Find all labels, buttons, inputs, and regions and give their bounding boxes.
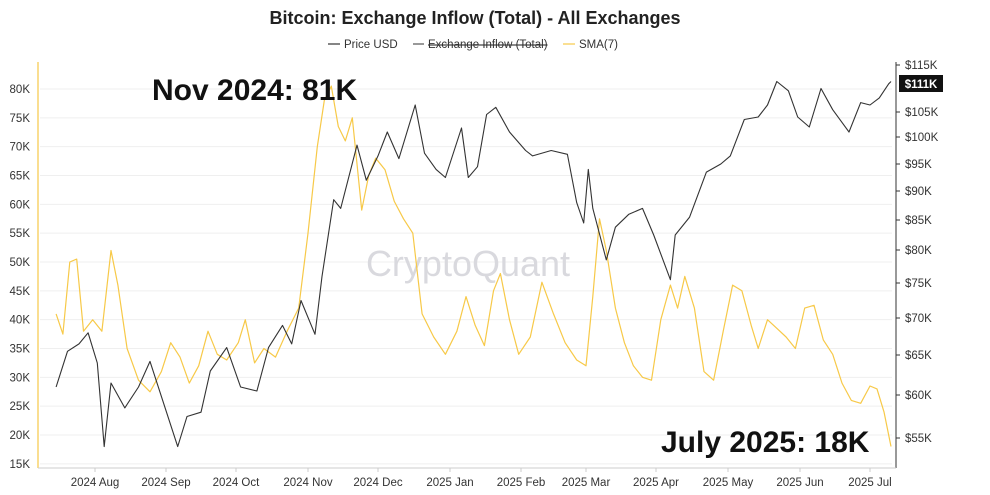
sma7-line	[55, 85, 892, 447]
left-tick-label: 55K	[10, 228, 31, 240]
x-tick-label: 2025 Mar	[562, 477, 611, 489]
x-tick-label: 2024 Sep	[141, 477, 190, 489]
x-tick-label: 2025 Jun	[776, 477, 823, 489]
left-tick-label: 70K	[10, 142, 31, 154]
legend-sma-label[interactable]: SMA(7)	[579, 39, 618, 51]
left-tick-label: 20K	[10, 430, 31, 442]
legend-price-label[interactable]: Price USD	[344, 39, 398, 51]
left-tick-label: 40K	[10, 315, 31, 327]
x-tick-label: 2025 Feb	[497, 477, 546, 489]
gridlines	[40, 88, 892, 465]
right-tick-label: $70K	[905, 313, 932, 325]
annotation-nov-2024: Nov 2024: 81K	[152, 74, 357, 107]
price-badge: $111K	[899, 75, 943, 92]
left-tick-label: 45K	[10, 286, 31, 298]
left-tick-label: 15K	[10, 459, 31, 471]
x-tick-label: 2025 Apr	[633, 477, 679, 489]
left-axis-ticks: 80K 75K 70K 65K 60K 55K 50K 45K 40K 35K 30K 25K 20K 1…	[10, 84, 31, 471]
right-tick-label: $95K	[905, 159, 932, 171]
price-usd-line	[55, 80, 892, 448]
right-tick-label: $80K	[905, 245, 932, 257]
right-tick-label: $60K	[905, 390, 932, 402]
x-tick-label: 2024 Aug	[71, 477, 120, 489]
right-tick-label: $65K	[905, 350, 932, 362]
left-tick-label: 80K	[10, 84, 31, 96]
legend-inflow-label[interactable]: Exchange Inflow (Total)	[428, 39, 548, 51]
series-layer	[55, 80, 892, 448]
right-tick-label: $55K	[905, 433, 932, 445]
x-tick-label: 2024 Oct	[213, 477, 260, 489]
left-tick-label: 35K	[10, 344, 31, 356]
right-tick-label: $115K	[905, 60, 938, 72]
price-badge-background	[899, 75, 943, 92]
right-axis-ticks: $115K $105K $100K $95K $90K $85K $80K $75K $70K $…	[896, 60, 939, 445]
right-tick-label: $105K	[905, 107, 939, 119]
left-tick-label: 65K	[10, 171, 31, 183]
left-tick-label: 30K	[10, 372, 31, 384]
chart-title: Bitcoin: Exchange Inflow (Total) - All E…	[269, 8, 680, 28]
right-tick-label: $90K	[905, 186, 932, 198]
x-axis-ticks: 2024 Aug 2024 Sep 2024 Oct 2024 Nov 2024 Dec…	[71, 468, 892, 489]
watermark: CryptoQuant	[366, 243, 570, 284]
left-tick-label: 60K	[10, 199, 31, 211]
right-tick-label: $75K	[905, 278, 932, 290]
x-tick-label: 2025 May	[703, 477, 754, 489]
x-tick-label: 2025 Jul	[848, 477, 891, 489]
annotation-july-2025: July 2025: 18K	[661, 426, 870, 459]
price-badge-label: $111K	[905, 79, 938, 91]
x-tick-label: 2024 Dec	[353, 477, 402, 489]
x-tick-label: 2024 Nov	[283, 477, 332, 489]
left-tick-label: 25K	[10, 401, 31, 413]
left-tick-label: 75K	[10, 113, 31, 125]
right-tick-label: $100K	[905, 132, 939, 144]
x-tick-label: 2025 Jan	[426, 477, 473, 489]
left-tick-label: 50K	[10, 257, 31, 269]
legend: Price USD Exchange Inflow (Total) SMA(7)	[328, 39, 618, 51]
right-tick-label: $85K	[905, 215, 932, 227]
